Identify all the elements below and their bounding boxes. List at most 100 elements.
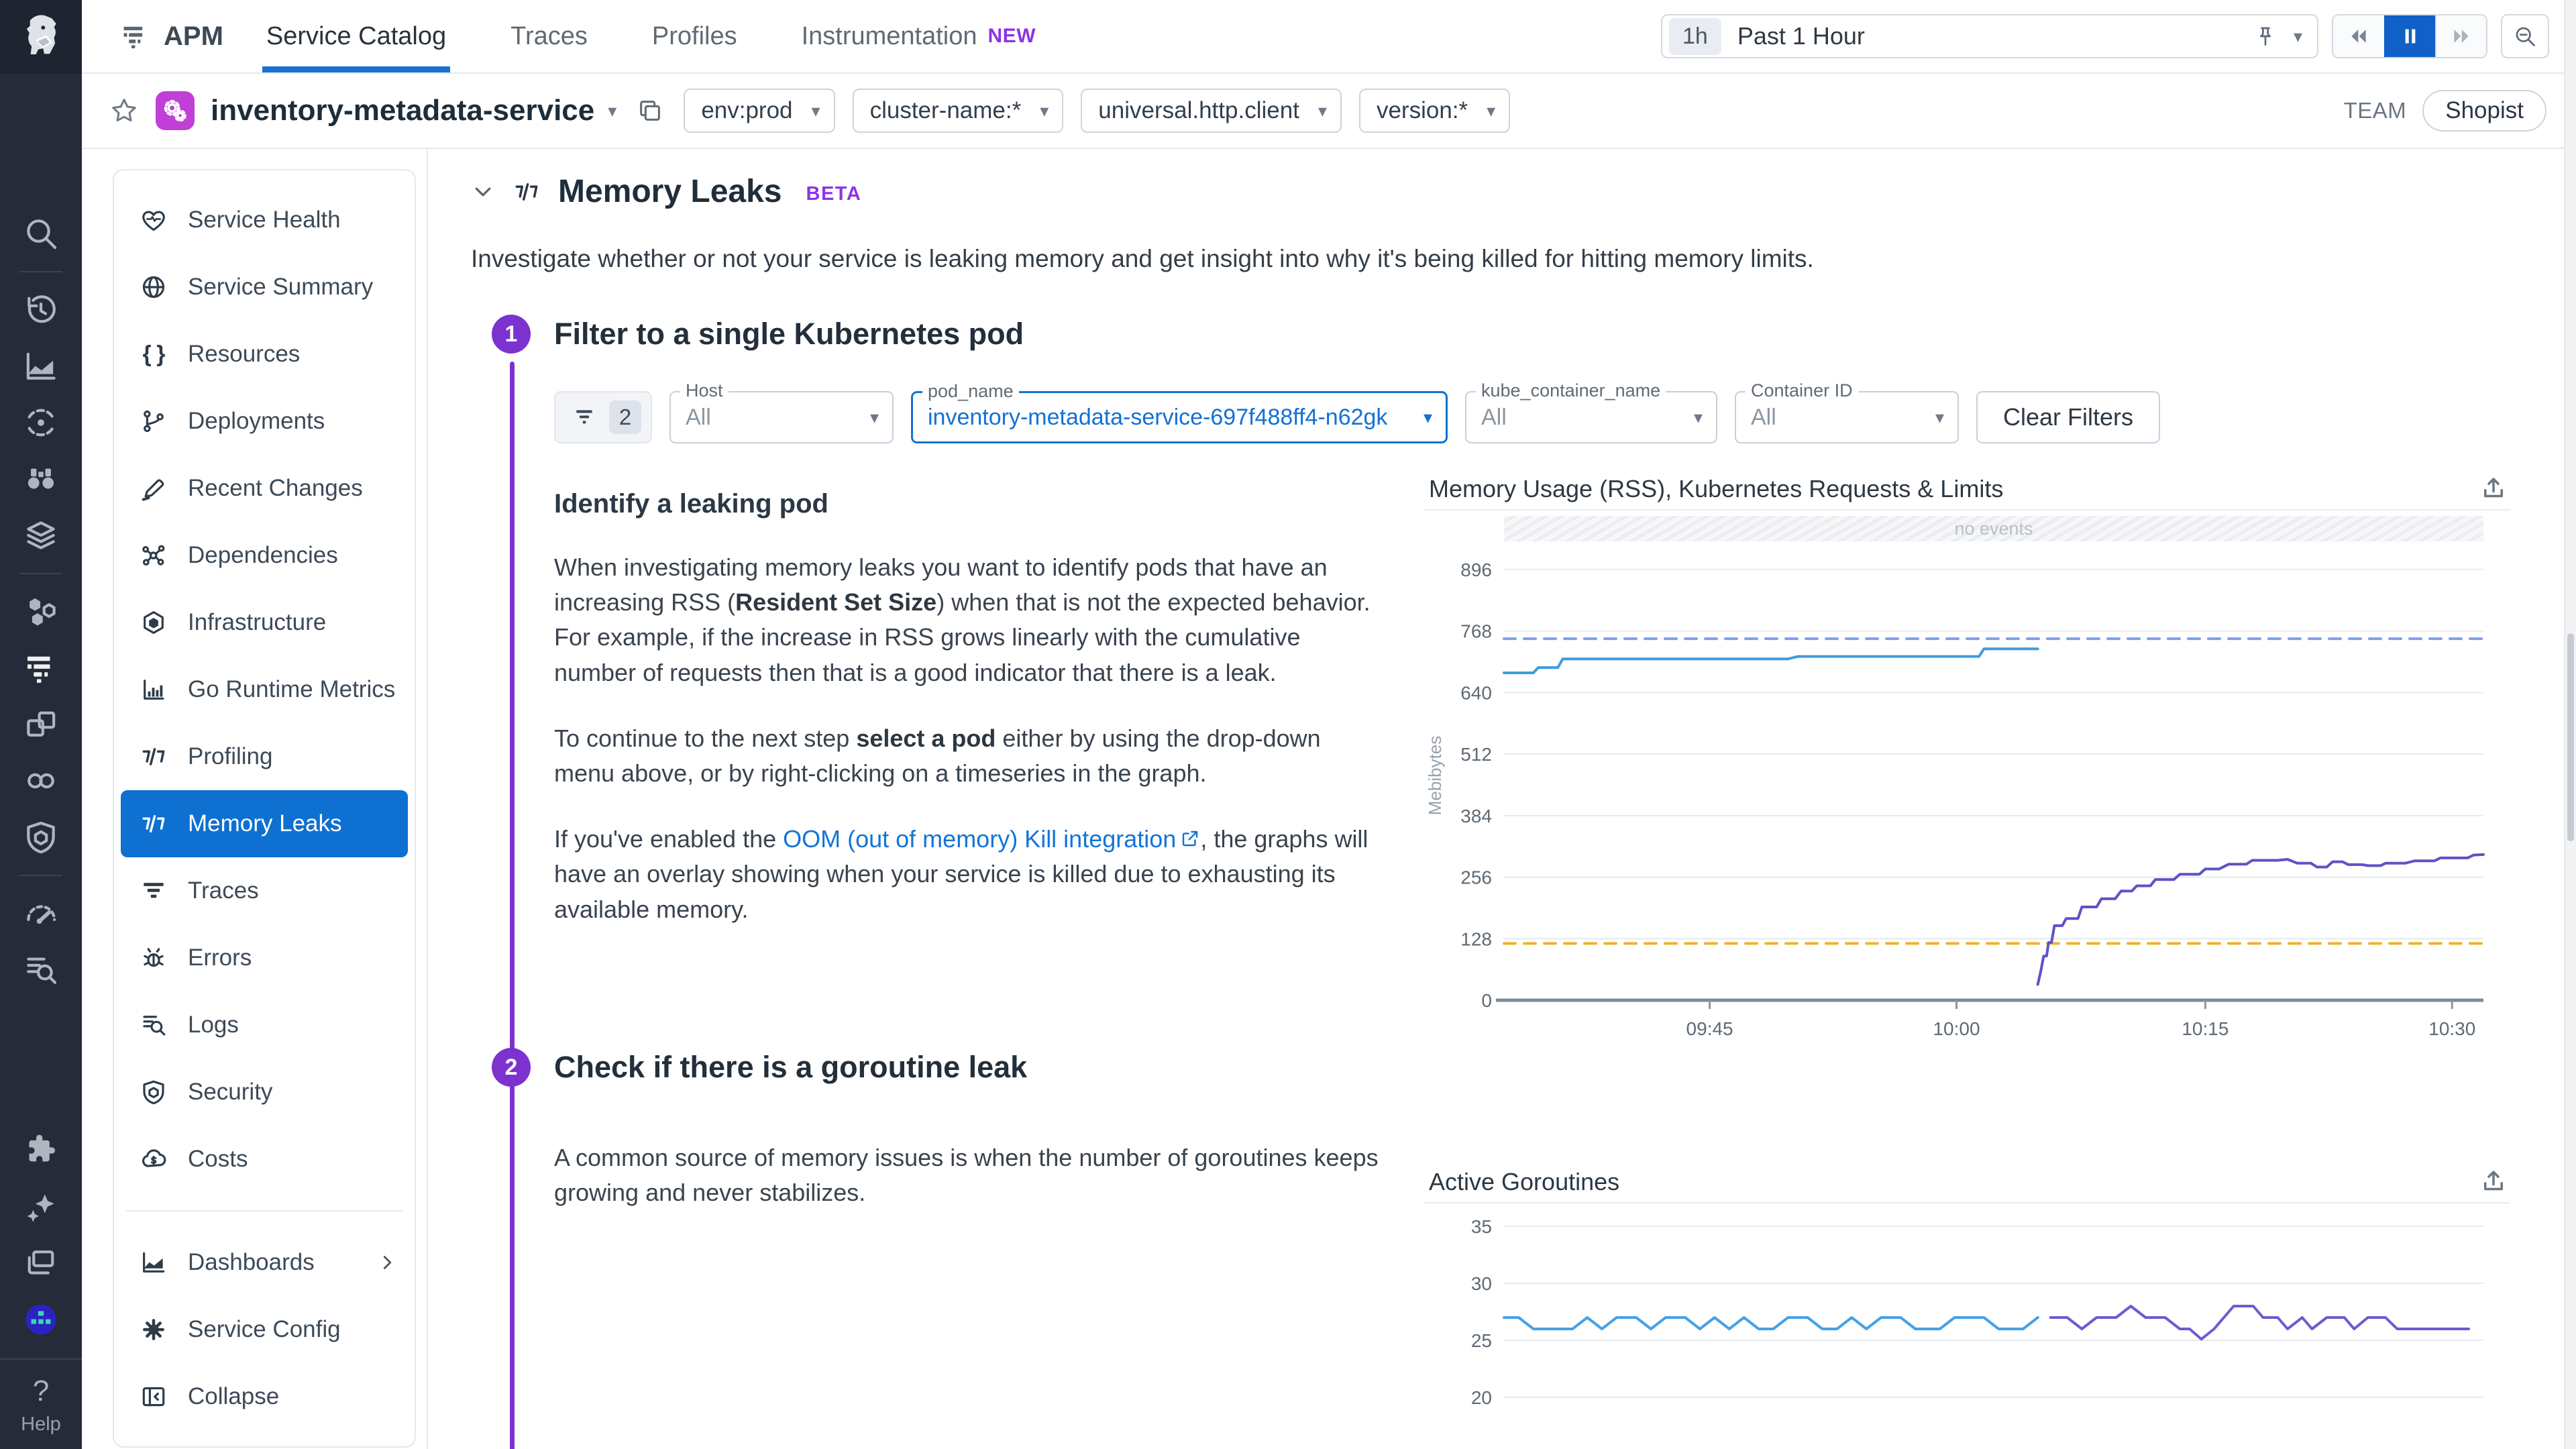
service-header-bar: inventory-metadata-service ▾ env:prod ▾ cl…: [82, 74, 2576, 149]
sidebar-item-costs[interactable]: Costs: [121, 1126, 408, 1193]
service-switch-caret-icon[interactable]: ▾: [608, 101, 617, 121]
watchdog-icon[interactable]: [22, 460, 60, 498]
apm-icon[interactable]: [22, 649, 60, 687]
filter-count-chip[interactable]: 2: [554, 391, 652, 443]
filter-dropdown-host[interactable]: Host All ▾: [669, 380, 894, 443]
sidebar-item-infrastructure[interactable]: Infrastructure: [121, 589, 408, 656]
identify-subheading: Identify a leaking pod: [554, 489, 828, 519]
synthetics-icon[interactable]: [22, 895, 60, 932]
fast-forward-button[interactable]: [2435, 15, 2486, 57]
sidebar-item-traces[interactable]: Traces: [121, 857, 408, 924]
sidebar-item-deployments[interactable]: Deployments: [121, 388, 408, 455]
scope-pill-universal-http-client[interactable]: universal.http.client ▾: [1081, 89, 1342, 133]
chevron-down-icon: ▾: [869, 407, 879, 427]
infrastructure-icon[interactable]: [22, 593, 60, 631]
search-icon[interactable]: [22, 215, 60, 252]
copy-icon[interactable]: [637, 97, 663, 124]
filter-dropdown-container-id[interactable]: Container ID All ▾: [1735, 380, 1959, 443]
sidebar-item-memory-leaks[interactable]: Memory Leaks: [121, 790, 408, 857]
rewind-button[interactable]: [2333, 15, 2384, 57]
page-scrollbar[interactable]: [2564, 0, 2576, 1449]
sidebar-item-profiling[interactable]: Profiling: [121, 723, 408, 790]
dropdown-value: All: [1481, 404, 1507, 430]
step-2-section: 2 Check if there is a goroutine leak A c…: [471, 1048, 2536, 1449]
svg-text:35: 35: [1471, 1216, 1492, 1237]
time-range-picker[interactable]: 1h Past 1 Hour ▾: [1661, 14, 2318, 58]
software-catalog-icon[interactable]: [22, 517, 60, 554]
tab-label: Traces: [511, 21, 588, 50]
gears-icon: [160, 96, 190, 125]
oom-kill-integration-link[interactable]: OOM (out of memory) Kill integration: [783, 825, 1177, 853]
help-button[interactable]: ? Help: [0, 1358, 82, 1449]
sidebar-item-label: Errors: [188, 945, 252, 971]
sidebar-item-recent-changes[interactable]: Recent Changes: [121, 455, 408, 522]
sidebar-item-errors[interactable]: Errors: [121, 924, 408, 991]
sidebar-item-service-health[interactable]: Service Health: [121, 186, 408, 254]
fast-forward-icon: [2450, 25, 2473, 48]
bits-ai-icon[interactable]: [22, 1188, 60, 1226]
sidebar-item-label: Dependencies: [188, 542, 338, 568]
sidebar-item-label: Security: [188, 1079, 273, 1105]
svg-text:512: 512: [1460, 744, 1492, 765]
metrics-icon[interactable]: [22, 347, 60, 385]
scrollbar-thumb[interactable]: [2567, 633, 2574, 841]
favorite-star-icon[interactable]: [109, 95, 140, 126]
tab-service-catalog[interactable]: Service Catalog: [262, 0, 451, 72]
scope-pill-env[interactable]: env:prod ▾: [684, 89, 835, 133]
security-icon[interactable]: [22, 818, 60, 856]
time-range-shortcut[interactable]: 1h: [1669, 17, 1721, 55]
rewind-icon: [2347, 25, 2370, 48]
dropdown-value: All: [686, 404, 711, 430]
containers-icon[interactable]: [22, 706, 60, 743]
identify-paragraph-1: When investigating memory leaks you want…: [554, 553, 1371, 686]
sidebar-item-resources[interactable]: { } Resources: [121, 321, 408, 388]
flame-icon: [140, 877, 168, 905]
datadog-logo[interactable]: [0, 0, 82, 74]
tab-traces[interactable]: Traces: [511, 0, 588, 72]
scope-pill-cluster-name[interactable]: cluster-name:* ▾: [852, 89, 1064, 133]
sidebar-item-security[interactable]: Security: [121, 1059, 408, 1126]
sidebar-item-logs[interactable]: Logs: [121, 991, 408, 1059]
pause-button[interactable]: [2384, 15, 2435, 57]
sidebar-divider: [126, 1210, 402, 1212]
integrations-icon[interactable]: [22, 1132, 60, 1169]
memory-usage-chart[interactable]: no events 896 768 640 512 384 256 128 0 Mebibytes…: [1424, 511, 2510, 1071]
pin-icon[interactable]: [2253, 24, 2277, 48]
tab-instrumentation[interactable]: Instrumentation NEW: [802, 0, 1036, 72]
team-name-pill[interactable]: Shopist: [2422, 90, 2546, 131]
sidebar-item-dependencies[interactable]: Dependencies: [121, 522, 408, 589]
sidebar-item-collapse[interactable]: Collapse: [121, 1363, 408, 1430]
svg-text:0: 0: [1481, 990, 1492, 1011]
history-icon[interactable]: [22, 291, 60, 329]
goroutines-chart[interactable]: 35 30 25 20: [1424, 1203, 2510, 1449]
sidebar-item-label: Resources: [188, 341, 301, 367]
sidebar-item-go-runtime-metrics[interactable]: Go Runtime Metrics: [121, 656, 408, 723]
datadog-dog-icon: [15, 11, 67, 63]
zoom-out-button[interactable]: [2501, 14, 2549, 58]
chevron-down-icon[interactable]: ▾: [2293, 26, 2302, 46]
ci-visibility-icon[interactable]: [22, 404, 60, 441]
filter-dropdown-pod-name[interactable]: pod_name inventory-metadata-service-697f4…: [911, 381, 1448, 443]
service-links-icon[interactable]: [22, 762, 60, 800]
collapse-section-chevron-icon[interactable]: [471, 180, 495, 204]
svg-text:Mebibytes: Mebibytes: [1425, 736, 1445, 816]
svg-text:640: 640: [1460, 682, 1492, 703]
filter-dropdown-kube-container-name[interactable]: kube_container_name All ▾: [1465, 380, 1717, 443]
collapse-icon: [140, 1383, 168, 1411]
filter-dropdowns: Host All ▾ pod_name inventory-metadata-servi…: [669, 380, 1959, 443]
step-2-heading: Check if there is a goroutine leak: [554, 1050, 1028, 1084]
tab-profiles[interactable]: Profiles: [652, 0, 737, 72]
log-management-icon[interactable]: [22, 951, 60, 989]
sidebar-item-label: Traces: [188, 877, 259, 904]
beta-badge: BETA: [806, 183, 862, 205]
scope-pill-version[interactable]: version:* ▾: [1358, 89, 1511, 133]
prof-icon: [140, 743, 168, 771]
user-avatar-icon[interactable]: [22, 1301, 60, 1338]
clear-filters-button[interactable]: Clear Filters: [1976, 391, 2161, 443]
displays-icon[interactable]: [22, 1244, 60, 1282]
sidebar-item-dashboards[interactable]: Dashboards: [121, 1229, 408, 1296]
sidebar-item-service-summary[interactable]: Service Summary: [121, 254, 408, 321]
export-chart-icon[interactable]: [2479, 475, 2508, 503]
sidebar-item-service-config[interactable]: Service Config: [121, 1296, 408, 1363]
export-chart-icon[interactable]: [2479, 1168, 2508, 1196]
